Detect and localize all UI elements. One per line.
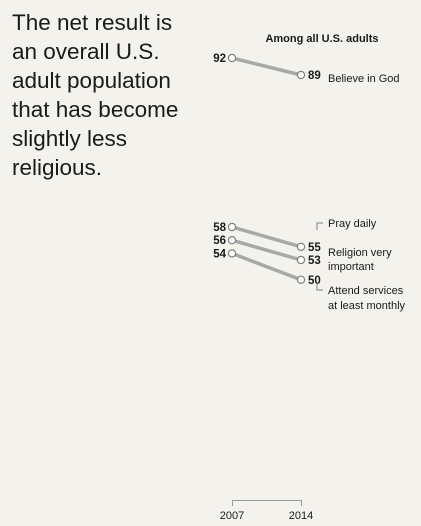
point-believe-in-god-2014: [296, 70, 306, 80]
chart-title: Among all U.S. adults: [265, 33, 378, 45]
point-attend-services-2014: [296, 275, 306, 284]
value-label-religion-very-important-2007: 56: [213, 235, 226, 247]
label-attend-line1: Attend services: [328, 285, 404, 297]
series-line-attend-services: [230, 251, 303, 282]
value-label-attend-services-2007: 54: [213, 248, 226, 260]
label-religion-line2: important: [328, 261, 374, 273]
x-tick-2007: 2007: [220, 510, 244, 522]
point-pray-daily-2014: [296, 242, 306, 251]
point-religion-very-important-2014: [296, 255, 306, 265]
point-religion-very-important-2007: [227, 235, 237, 245]
series-line-religion-very-important: [230, 238, 303, 262]
value-label-religion-very-important-2014: 53: [308, 255, 321, 267]
value-label-pray-daily-2007: 58: [213, 222, 226, 234]
pray-leader: [316, 222, 323, 230]
x-axis-bracket: [232, 500, 302, 506]
series-line-believe-in-god: [230, 56, 303, 77]
series-line-pray-daily: [230, 225, 303, 249]
point-believe-in-god-2007: [227, 53, 237, 63]
value-label-pray-daily-2014: 55: [308, 242, 321, 254]
value-label-believe-in-god-2014: 89: [308, 70, 321, 82]
attend-leader: [316, 283, 323, 291]
label-religion-line1: Religion very: [328, 247, 392, 259]
value-label-believe-in-god-2007: 92: [213, 53, 226, 65]
headline: The net result is an overall U.S. adult …: [12, 10, 179, 180]
point-attend-services-2007: [227, 249, 237, 258]
point-pray-daily-2007: [227, 222, 237, 232]
x-tick-2014: 2014: [289, 510, 313, 522]
label-pray-daily: Pray daily: [328, 218, 377, 230]
label-believe-in-god: Believe in God: [328, 73, 400, 85]
label-attend-line2: at least monthly: [328, 300, 406, 312]
value-label-attend-services-2014: 50: [308, 275, 321, 287]
series-layer: 92 89 58 55 56 53 54 50: [213, 53, 321, 287]
